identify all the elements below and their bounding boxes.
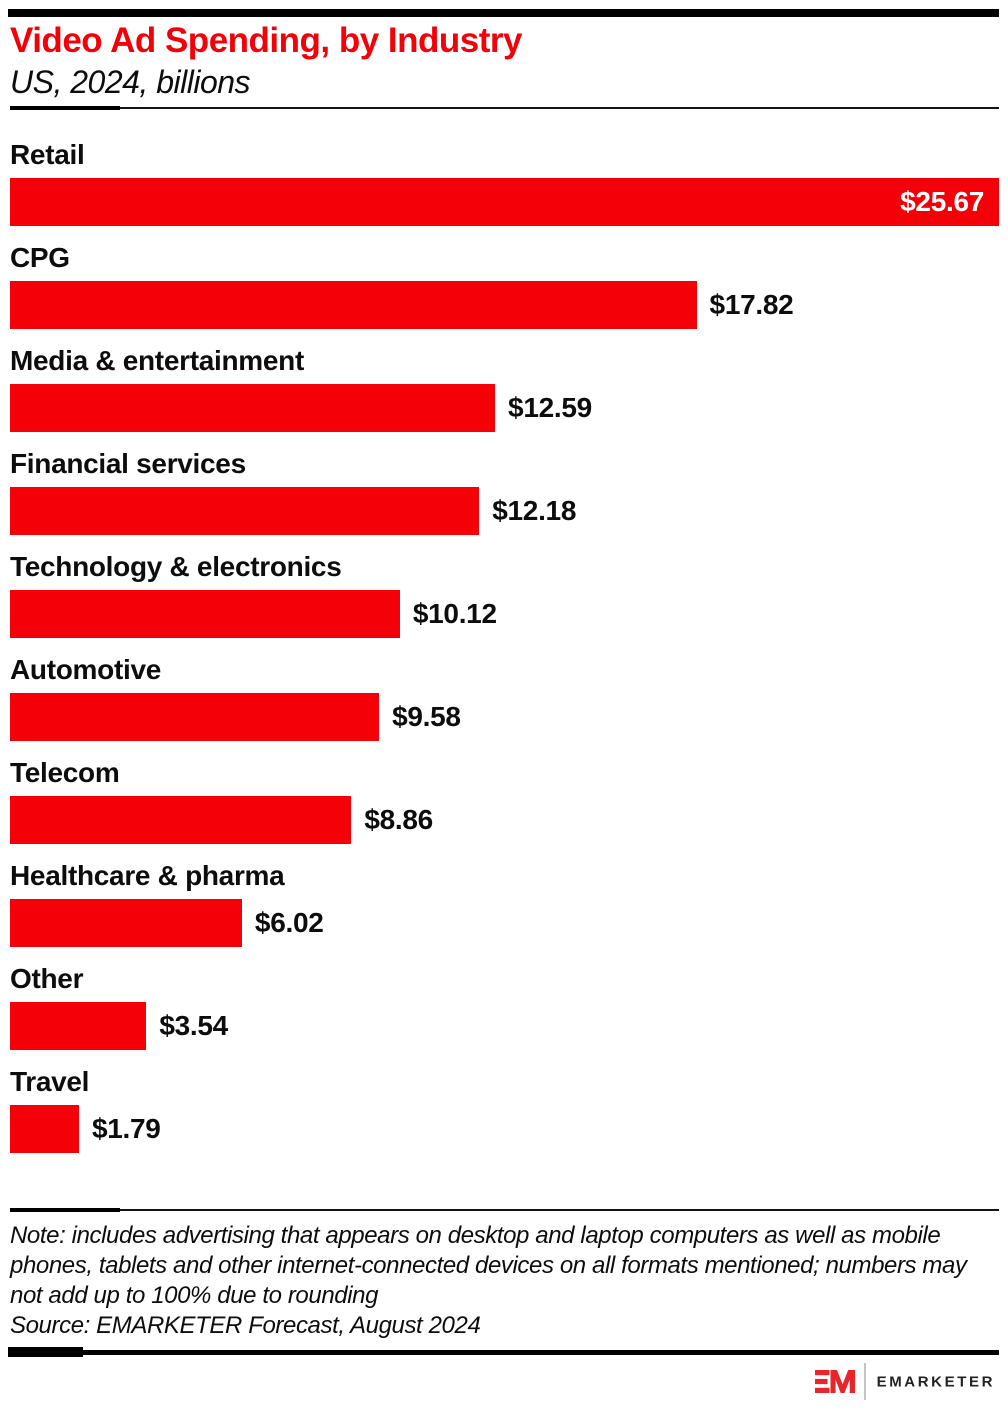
bar-track: $25.67 [10,178,999,226]
chart-row: Media & entertainment $12.59 [10,346,999,449]
category-label: Automotive [10,654,162,685]
value-label: $12.59 [508,392,592,423]
top-border-bar [8,9,999,17]
bar [10,590,400,638]
chart-row: Travel $1.79 [10,1067,999,1170]
category-label: Retail [10,139,85,170]
chart-subtitle: US, 2024, billions [10,64,251,100]
bar [10,487,480,535]
bar [10,281,697,329]
value-label: $3.54 [159,1010,228,1041]
bar: $25.67 [10,178,999,226]
bottom-border-bar [8,1347,999,1357]
category-label: Technology & electronics [10,551,342,582]
chart-row: Retail $25.67 [10,140,999,243]
chart-row: Other $3.54 [10,964,999,1067]
bar-track: $10.12 [10,590,999,638]
value-label: $8.86 [364,804,433,835]
chart-row: Telecom $8.86 [10,758,999,861]
chart-row: Healthcare & pharma $6.02 [10,861,999,964]
value-label: $9.58 [392,701,461,732]
value-label: $1.79 [91,1113,161,1144]
category-label: Media & entertainment [10,345,304,376]
value-label: $6.02 [254,907,324,938]
chart-row: CPG $17.82 [10,243,999,346]
footer-divider-thick-segment [10,1208,120,1212]
value-label: $25.67 [900,186,984,217]
bar-track: $3.54 [10,1002,999,1050]
chart-title: Video Ad Spending, by Industry [10,21,522,60]
emarketer-logo: EMARKETER [814,1362,995,1400]
value-label: $17.82 [709,289,794,320]
bar [10,899,242,947]
chart-row: Financial services $12.18 [10,449,999,552]
bar [10,384,496,432]
bar [10,796,352,844]
header-divider-thin-segment [120,107,999,109]
bar-chart: Retail $25.67 CPG $17.82 Media & entertainme… [10,140,999,1170]
chart-row: Automotive $9.58 [10,655,999,758]
bar-track: $12.59 [10,384,999,432]
header-divider [10,106,999,110]
logo-divider [863,1362,866,1400]
category-label: Financial services [10,448,246,479]
bar-track: $6.02 [10,899,999,947]
value-label: $12.18 [492,495,577,526]
category-label: Healthcare & pharma [10,860,285,891]
category-label: Travel [10,1066,90,1097]
footer-divider-thin-segment [120,1209,999,1211]
bar [10,1002,147,1050]
bar-track: $1.79 [10,1105,999,1153]
bar-track: $17.82 [10,281,999,329]
bottom-border-thin-segment [83,1349,999,1355]
note-text: Note: includes advertising that appears … [10,1222,967,1309]
emarketer-monogram-icon [814,1369,855,1393]
bar [10,1105,79,1153]
bar-track: $12.18 [10,487,999,535]
bar-track: $8.86 [10,796,999,844]
value-label: $10.12 [412,598,497,629]
bar-track: $9.58 [10,693,999,741]
emarketer-wordmark: EMARKETER [876,1373,995,1390]
header-divider-thick-segment [10,106,120,110]
category-label: Other [10,963,84,994]
category-label: CPG [10,242,70,273]
category-label: Telecom [10,757,120,788]
footer-divider [10,1208,999,1212]
bar [10,693,380,741]
chart-row: Technology & electronics $10.12 [10,552,999,655]
bottom-border-thick-segment [8,1347,83,1357]
source-text: Source: EMARKETER Forecast, August 2024 [10,1312,481,1339]
